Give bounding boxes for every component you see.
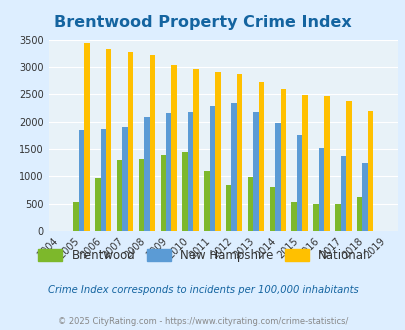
Bar [79,130,84,231]
Bar [166,113,171,231]
Bar [182,152,188,231]
Bar [84,44,90,231]
Bar [280,89,286,231]
Bar [247,177,253,231]
Bar [188,112,193,231]
Legend: Brentwood, New Hampshire, National: Brentwood, New Hampshire, National [34,244,371,266]
Bar [340,156,345,231]
Bar [367,111,373,231]
Bar [318,148,324,231]
Bar [171,65,177,231]
Bar [73,202,79,231]
Bar [139,159,144,231]
Bar [193,69,198,231]
Bar [291,202,296,231]
Text: Brentwood Property Crime Index: Brentwood Property Crime Index [54,15,351,30]
Bar [117,160,122,231]
Bar [106,50,111,231]
Bar [296,135,302,231]
Bar [302,95,307,231]
Bar [258,82,264,231]
Bar [237,74,242,231]
Bar [100,129,106,231]
Bar [231,103,237,231]
Bar [356,197,362,231]
Bar [313,204,318,231]
Bar [144,117,149,231]
Bar [209,106,215,231]
Text: © 2025 CityRating.com - https://www.cityrating.com/crime-statistics/: © 2025 CityRating.com - https://www.city… [58,317,347,326]
Bar [95,178,100,231]
Bar [204,171,209,231]
Bar [122,127,128,231]
Bar [226,185,231,231]
Bar [324,96,329,231]
Bar [269,187,275,231]
Bar [215,72,220,231]
Bar [275,123,280,231]
Bar [128,52,133,231]
Bar [362,163,367,231]
Bar [253,112,258,231]
Bar [149,55,155,231]
Bar [345,101,351,231]
Text: Crime Index corresponds to incidents per 100,000 inhabitants: Crime Index corresponds to incidents per… [47,285,358,295]
Bar [334,204,340,231]
Bar [160,155,166,231]
